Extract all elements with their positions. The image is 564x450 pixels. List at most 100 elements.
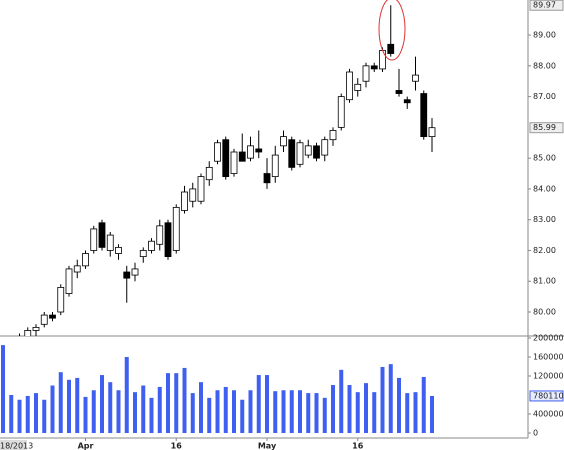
x-tick-label: 18/2013 [0, 442, 33, 450]
volume-bar [58, 372, 63, 434]
candle-body [230, 151, 238, 174]
volume-bar [289, 390, 294, 434]
candle-body [247, 145, 254, 159]
volume-bar [157, 386, 162, 434]
volume-bar [190, 393, 195, 434]
x-label-box [0, 440, 27, 450]
volume-bar [108, 382, 113, 434]
volume-bar [364, 383, 368, 434]
volume-bar [240, 399, 245, 434]
volume-bar [397, 377, 401, 434]
volume-bar [331, 385, 335, 434]
volume-bar [1, 345, 5, 434]
volume-bar [83, 396, 88, 434]
candle-body [17, 340, 23, 343]
volume-bar [34, 393, 38, 434]
y-tick-label: 4000000 [533, 410, 564, 419]
volume-bar [124, 357, 129, 434]
candle-body [395, 90, 403, 94]
candle-body [296, 142, 304, 165]
candle-body [255, 148, 263, 153]
candle-body [354, 83, 362, 91]
volume-bar [17, 399, 22, 434]
candle-body [362, 65, 370, 82]
x-tick-label: May [258, 442, 277, 450]
volume-bar [430, 395, 434, 434]
candle-body [428, 127, 436, 138]
volume-bar [25, 395, 30, 434]
candle-body [156, 225, 164, 245]
volume-bar [67, 379, 71, 434]
candle-body [205, 166, 213, 181]
candle-body [271, 154, 279, 178]
volume-bar [9, 395, 14, 434]
candle-body [420, 93, 428, 138]
volume-bar [281, 390, 286, 434]
x-tick-label: Apr [78, 442, 94, 450]
volume-bar [405, 393, 410, 434]
volume-bar [421, 376, 426, 434]
volume-bar [100, 375, 104, 434]
candle-body [412, 74, 419, 82]
y-tick-label: 80.00 [533, 308, 556, 317]
volume-bar [223, 386, 228, 434]
volume-bar [133, 392, 137, 434]
candle-body [379, 50, 386, 70]
highlight-ellipse [378, 0, 406, 61]
candle-body [32, 326, 40, 331]
volume-bar [322, 397, 327, 434]
value-marker-label: 89.97 [533, 1, 556, 10]
candle-body [313, 145, 320, 159]
candle-body [337, 96, 345, 128]
candle-body [189, 188, 197, 202]
candle-body [263, 173, 271, 184]
volume-bar [314, 393, 319, 434]
candle-body [238, 151, 246, 162]
candle-body [288, 139, 296, 168]
value-marker-label: 7801107 [533, 391, 564, 400]
candle-body [8, 343, 14, 349]
volume-bar [413, 392, 418, 434]
volume-bar [207, 397, 212, 434]
candle-body [164, 222, 172, 258]
y-tick-label: 83.00 [533, 215, 556, 224]
value-marker-box [529, 122, 564, 134]
volume-bar [182, 367, 187, 434]
volume-bar [388, 364, 393, 434]
volume-bar [75, 377, 80, 434]
candle-body [73, 265, 81, 273]
y-tick-label: 84.00 [533, 184, 556, 193]
candle-body [82, 253, 89, 267]
candle-body [403, 99, 411, 104]
candle-body [222, 139, 230, 178]
y-tick-label: 82.00 [533, 246, 556, 255]
candle-body [304, 145, 312, 156]
volume-bar [50, 385, 55, 434]
candle-body [40, 314, 48, 325]
candle-body [214, 142, 221, 162]
y-tick-label: 12000000 [533, 372, 564, 381]
candle-body [106, 234, 114, 251]
candle-body [197, 176, 205, 202]
candle-body [115, 246, 122, 254]
candle-body [139, 250, 147, 258]
candle-body [181, 191, 188, 211]
candle-body [172, 206, 180, 251]
candle-body [123, 271, 131, 279]
candle-body [280, 136, 287, 147]
volume-bar [306, 393, 311, 434]
volume-bar [215, 390, 220, 434]
value-marker-box [529, 0, 564, 11]
x-tick-label: 16 [352, 442, 364, 450]
value-marker-label: 85.99 [533, 123, 556, 132]
volume-panel [1, 345, 434, 434]
candle-body [370, 65, 378, 70]
volume-bar [372, 392, 377, 434]
volume-bar [232, 390, 236, 434]
candle-body [387, 43, 395, 54]
y-tick-label: 81.00 [533, 277, 556, 286]
volume-bar [256, 375, 261, 434]
y-tick-label: 20000000 [533, 333, 564, 342]
candle-body [24, 330, 32, 336]
